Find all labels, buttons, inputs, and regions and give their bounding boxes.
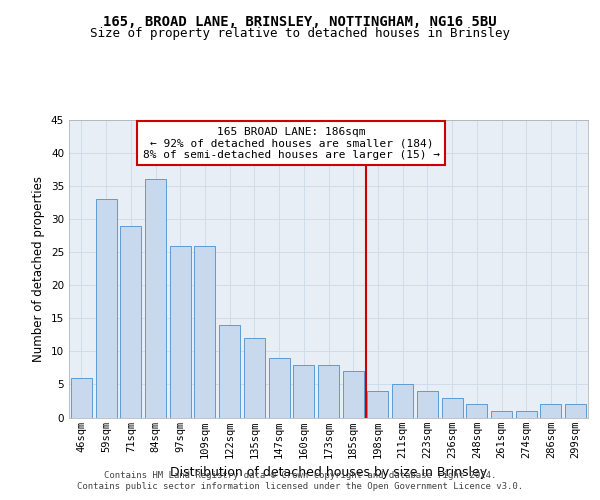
- Bar: [392, 384, 413, 418]
- Bar: [145, 180, 166, 418]
- Y-axis label: Number of detached properties: Number of detached properties: [32, 176, 46, 362]
- Bar: [95, 200, 116, 418]
- Bar: [269, 358, 290, 418]
- Bar: [244, 338, 265, 417]
- Bar: [417, 391, 438, 417]
- Bar: [367, 391, 388, 417]
- Bar: [120, 226, 141, 418]
- Bar: [318, 364, 339, 418]
- Bar: [516, 411, 537, 418]
- Text: Contains HM Land Registry data © Crown copyright and database right 2024.: Contains HM Land Registry data © Crown c…: [104, 471, 496, 480]
- Bar: [442, 398, 463, 417]
- Bar: [71, 378, 92, 418]
- Text: Contains public sector information licensed under the Open Government Licence v3: Contains public sector information licen…: [77, 482, 523, 491]
- Bar: [194, 246, 215, 418]
- Text: 165 BROAD LANE: 186sqm
← 92% of detached houses are smaller (184)
8% of semi-det: 165 BROAD LANE: 186sqm ← 92% of detached…: [143, 126, 440, 160]
- Bar: [491, 411, 512, 418]
- Bar: [565, 404, 586, 417]
- Text: Size of property relative to detached houses in Brinsley: Size of property relative to detached ho…: [90, 27, 510, 40]
- Bar: [170, 246, 191, 418]
- X-axis label: Distribution of detached houses by size in Brinsley: Distribution of detached houses by size …: [170, 466, 487, 479]
- Bar: [219, 325, 240, 418]
- Bar: [293, 364, 314, 418]
- Bar: [343, 371, 364, 418]
- Text: 165, BROAD LANE, BRINSLEY, NOTTINGHAM, NG16 5BU: 165, BROAD LANE, BRINSLEY, NOTTINGHAM, N…: [103, 15, 497, 29]
- Bar: [466, 404, 487, 417]
- Bar: [541, 404, 562, 417]
